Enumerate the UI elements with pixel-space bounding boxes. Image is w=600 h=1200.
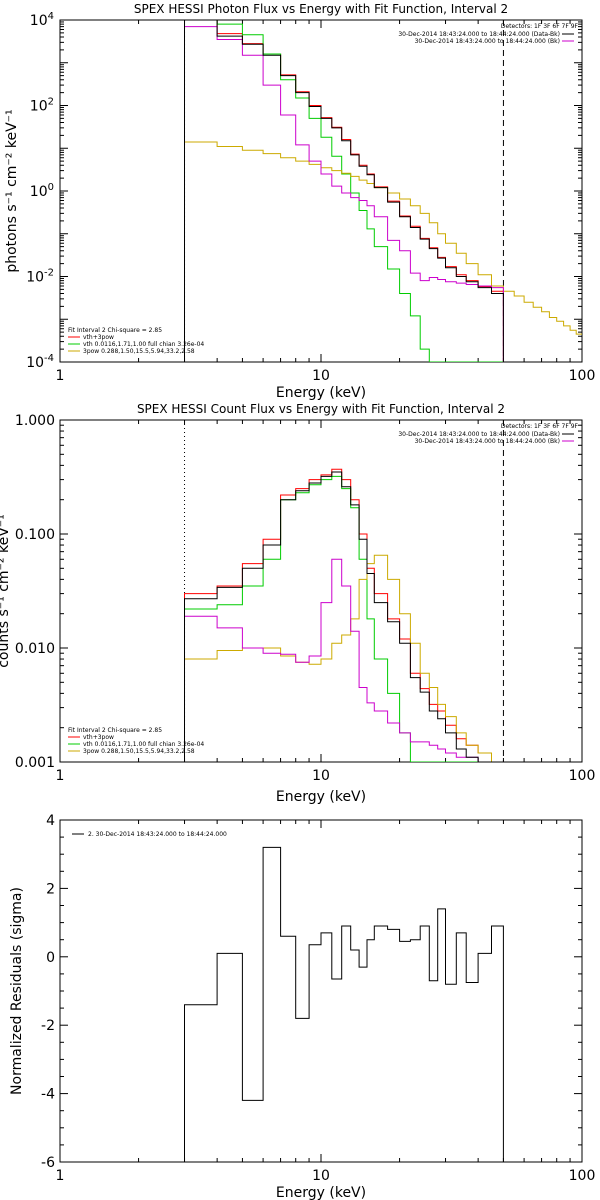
y-tick-label-base: 10 [30, 184, 48, 200]
count-flux-panel: SPEX HESSI Count Flux vs Energy with Fit… [0, 402, 595, 805]
fit-legend-label: 3pow 0.288,1.50,15.5,5.94,33.2,2.58 [83, 348, 195, 355]
y-tick-label: 0 [46, 950, 55, 966]
interval-label: 30-Dec-2014 18:43:24.000 to 18:44:24.000… [398, 31, 560, 38]
residuals-ticks: 1 10 100 -6 -4 -2 0 2 4 [41, 813, 595, 1184]
y-tick-label-exponent: -4 [44, 353, 54, 364]
y-tick-label: -6 [41, 1155, 55, 1171]
x-tick-label: 1 [56, 768, 65, 784]
x-tick-label: 100 [569, 768, 596, 784]
y-tick-label: 104 [30, 11, 54, 29]
fit-legend-label: vth+3pow [83, 734, 114, 741]
fit-header: Fit Interval 2 Chi-square = 2.85 [68, 727, 162, 734]
residuals-panel: Energy (keV) Normalized Residuals (sigma… [9, 813, 595, 1200]
residuals-legend-label: 2. 30-Dec-2014 18:43:24.000 to 18:44:24.… [88, 831, 227, 838]
x-tick-label: 10 [312, 768, 330, 784]
series-vth-histogram [184, 475, 504, 762]
fit-header: Fit Interval 2 Chi-square = 2.85 [68, 327, 162, 334]
x-tick-label: 100 [569, 1168, 596, 1184]
residuals-legend: 2. 30-Dec-2014 18:43:24.000 to 18:44:24.… [72, 831, 227, 838]
x-tick-label: 100 [569, 368, 596, 384]
series-background-histogram [184, 26, 504, 362]
y-tick-label: 10-4 [26, 353, 54, 371]
x-tick-label: 1 [56, 1168, 65, 1184]
detectors-label: Detectors: 1F 3F 6F 7F 9F [501, 423, 579, 430]
series-residuals-histogram [184, 846, 504, 1162]
count-flux-marks [184, 420, 504, 762]
interval-label: 30-Dec-2014 18:43:24.000 to 18:44:24.000… [415, 438, 560, 445]
interval-label: 30-Dec-2014 18:43:24.000 to 18:44:24.000… [415, 38, 560, 45]
photon-flux-marks [184, 20, 582, 362]
y-tick-label: 10-2 [26, 268, 54, 286]
y-tick-label: -2 [41, 1018, 55, 1034]
series-3pow-histogram [184, 554, 504, 762]
residuals-y-axis-label: Normalized Residuals (sigma) [9, 887, 25, 1095]
y-tick-label-exponent: 0 [48, 182, 54, 193]
detectors-label: Detectors: 1F 3F 6F 7F 9F [501, 23, 579, 30]
y-tick-label-base: 10 [30, 13, 48, 29]
fit-legend-label: vth 0.0116,1.71,1.00 full chian 3.26e-04 [83, 741, 204, 748]
photon-flux-title: SPEX HESSI Photon Flux vs Energy with Fi… [134, 2, 508, 16]
series-vth-histogram [184, 20, 504, 362]
y-tick-label: 0.001 [15, 755, 55, 771]
y-tick-label-base: 10 [30, 99, 48, 115]
y-tick-label-base: 10 [26, 270, 44, 286]
y-tick-label: -4 [41, 1087, 55, 1103]
y-tick-label-base: 10 [26, 355, 44, 371]
count-flux-x-axis-label: Energy (keV) [276, 789, 366, 805]
y-tick-label-exponent: 2 [48, 97, 54, 108]
fit-legend-label: 3pow 0.288,1.50,15.5,5.94,33.2,2.58 [83, 748, 195, 755]
series-model-histogram [184, 468, 504, 762]
series-data-histogram [184, 471, 504, 762]
count-flux-y-axis-label: counts s⁻¹ cm⁻² keV⁻¹ [0, 514, 12, 668]
x-tick-label: 1 [56, 368, 65, 384]
y-tick-label: 102 [30, 97, 54, 115]
residuals-x-axis-label: Energy (keV) [276, 1185, 366, 1200]
y-tick-label: 0.010 [15, 641, 55, 657]
y-tick-label-exponent: 4 [48, 11, 54, 22]
x-tick-label: 10 [312, 1168, 330, 1184]
count-flux-ticks: 1 10 100 0.001 0.010 0.100 1.000 [15, 413, 595, 784]
series-data-histogram [184, 20, 504, 362]
y-tick-label: 100 [30, 182, 54, 200]
residuals-marks [184, 846, 504, 1162]
fit-legend-label: vth 0.0116,1.71,1.00 full chian 3.26e-04 [83, 341, 204, 348]
interval-label: 30-Dec-2014 18:43:24.000 to 18:44:24.000… [398, 431, 560, 438]
y-tick-label: 2 [46, 881, 55, 897]
series-model-histogram [184, 20, 504, 362]
fit-legend-label: vth+3pow [83, 334, 114, 341]
photon-flux-panel: SPEX HESSI Photon Flux vs Energy with Fi… [4, 2, 595, 401]
count-flux-title: SPEX HESSI Count Flux vs Energy with Fit… [137, 402, 505, 416]
series-3pow-histogram [184, 141, 582, 362]
photon-flux-y-axis-label: photons s⁻¹ cm⁻² keV⁻¹ [4, 109, 20, 272]
photon-flux-x-axis-label: Energy (keV) [276, 385, 366, 401]
y-tick-label: 1.000 [15, 413, 55, 429]
x-tick-label: 10 [312, 368, 330, 384]
series-background-histogram [184, 558, 504, 762]
y-tick-label-exponent: -2 [44, 268, 54, 279]
y-tick-label: 0.100 [15, 527, 55, 543]
y-tick-label: 4 [46, 813, 55, 829]
